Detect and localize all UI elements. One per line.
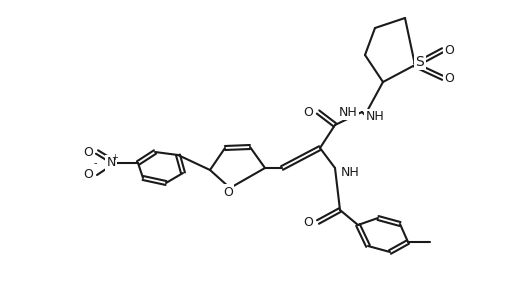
Text: O: O	[223, 185, 233, 199]
Text: S: S	[415, 55, 424, 69]
Text: +: +	[111, 152, 119, 162]
Text: NH: NH	[366, 110, 384, 124]
Text: O: O	[444, 44, 454, 56]
Text: O: O	[83, 168, 93, 181]
Text: O: O	[444, 71, 454, 84]
Text: NH: NH	[339, 106, 358, 119]
Text: O: O	[303, 106, 313, 119]
Text: N: N	[106, 156, 115, 170]
Text: -: -	[93, 158, 97, 168]
Text: NH: NH	[341, 166, 359, 178]
Text: O: O	[303, 216, 313, 228]
Text: O: O	[83, 145, 93, 159]
